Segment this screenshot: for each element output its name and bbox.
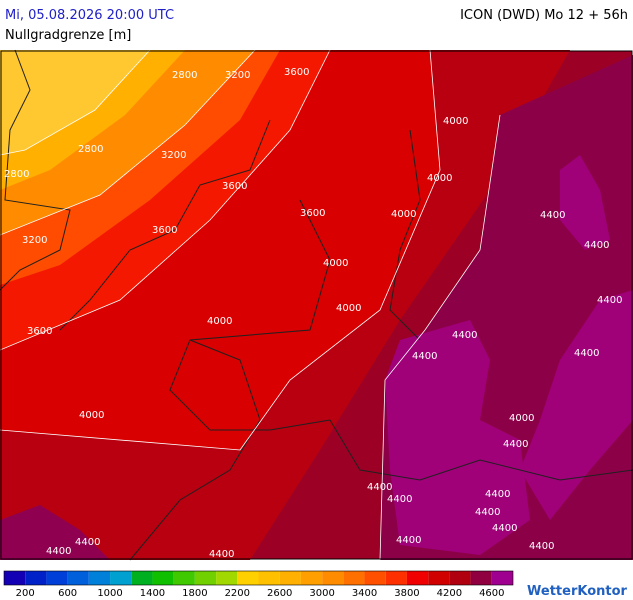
colorbar-label: 3000 xyxy=(309,588,334,599)
colorbar-swatch xyxy=(110,571,132,585)
colorbar-swatch xyxy=(258,571,280,585)
contour-label: 4000 xyxy=(207,316,232,327)
logo: WetterKontor xyxy=(527,584,628,599)
colorbar-swatch xyxy=(385,571,407,585)
contour-label: 4400 xyxy=(574,348,599,359)
colorbar-label: 1800 xyxy=(182,588,207,599)
contour-label: 2800 xyxy=(172,70,197,81)
contour-label: 4400 xyxy=(209,549,234,560)
colorbar-swatch xyxy=(322,571,344,585)
colorbar-swatch xyxy=(88,571,111,585)
contour-label: 4000 xyxy=(79,410,104,421)
parameter: Nullgradgrenze [m] xyxy=(5,28,131,43)
contour-label: 4000 xyxy=(391,209,416,220)
colorbar-label: 1000 xyxy=(97,588,122,599)
colorbar-frame xyxy=(3,570,514,586)
contour-label: 3600 xyxy=(300,208,325,219)
colorbar-swatch xyxy=(364,571,386,585)
contour-label: 4400 xyxy=(540,210,565,221)
contour-label: 4400 xyxy=(503,439,528,450)
contour-label: 3200 xyxy=(161,150,186,161)
colorbar: 200 600 1000 1400 1800 2200 2600 3000 3400 3800 42… xyxy=(3,570,514,599)
colorbar-swatch xyxy=(152,571,174,585)
contour-label: 4400 xyxy=(412,351,437,362)
colorbar-label: 4600 xyxy=(479,588,504,599)
colorbar-swatch xyxy=(300,571,323,585)
colorbar-label: 2200 xyxy=(225,588,250,599)
colorbar-label: 3400 xyxy=(352,588,377,599)
zone xyxy=(0,505,110,560)
contour-label: 4400 xyxy=(475,507,500,518)
colorbar-swatch xyxy=(46,571,68,585)
colorbar-swatch xyxy=(173,571,195,585)
contour-label: 3200 xyxy=(22,235,47,246)
contour-label: 3600 xyxy=(222,181,247,192)
contour-label: 4400 xyxy=(387,494,412,505)
colorbar-label: 200 xyxy=(16,588,35,599)
zone xyxy=(560,155,610,250)
map xyxy=(0,49,633,561)
colorbar-label: 4200 xyxy=(437,588,462,599)
zone xyxy=(520,290,633,520)
colorbar-swatch xyxy=(131,571,153,585)
contour-labels: 2800 3200 3600 2800 3200 2800 3600 3200 … xyxy=(4,67,622,560)
colorbar-swatch xyxy=(491,571,513,585)
colorbar-swatch xyxy=(428,571,450,585)
contour-label: 4400 xyxy=(367,482,392,493)
contour-label: 3200 xyxy=(225,70,250,81)
colorbar-label: 600 xyxy=(58,588,77,599)
contours xyxy=(0,49,501,561)
contour-label: 3600 xyxy=(284,67,309,78)
contour-label: 4400 xyxy=(597,295,622,306)
contour-label: 3600 xyxy=(152,225,177,236)
contour-label: 4400 xyxy=(485,489,510,500)
colorbar-label: 3800 xyxy=(394,588,419,599)
contour-label: 4000 xyxy=(509,413,534,424)
colorbar-swatch xyxy=(194,571,217,585)
colorbar-swatch xyxy=(216,571,238,585)
borders xyxy=(0,49,633,561)
colorbar-swatch xyxy=(279,571,301,585)
colorbar-swatch xyxy=(449,571,471,585)
map-frame xyxy=(0,50,633,560)
contour-label: 2800 xyxy=(78,144,103,155)
datetime: Mi, 05.08.2026 20:00 UTC xyxy=(5,8,174,23)
contour-label: 4000 xyxy=(427,173,452,184)
model-run: ICON (DWD) Mo 12 + 56h xyxy=(460,8,628,23)
colorbar-swatch xyxy=(237,571,259,585)
zone xyxy=(0,50,150,155)
contour-label: 4000 xyxy=(323,258,348,269)
colorbar-label: 2600 xyxy=(267,588,292,599)
contour-label: 4400 xyxy=(46,546,71,557)
contour-label: 4400 xyxy=(396,535,421,546)
contour-label: 4000 xyxy=(336,303,361,314)
contour-label: 4400 xyxy=(452,330,477,341)
contour-label: 2800 xyxy=(4,169,29,180)
contour-label: 4400 xyxy=(584,240,609,251)
colorbar-swatch xyxy=(67,571,89,585)
zone xyxy=(385,320,530,555)
colorbar-swatch xyxy=(406,571,429,585)
colorbar-label: 1400 xyxy=(140,588,165,599)
contour-label: 4400 xyxy=(492,523,517,534)
contour-label: 4400 xyxy=(75,537,100,548)
colorbar-swatch xyxy=(343,571,365,585)
contour-label: 4000 xyxy=(443,116,468,127)
contour-label: 4400 xyxy=(529,541,554,552)
colorbar-swatch xyxy=(470,571,492,585)
contour-label: 3600 xyxy=(27,326,52,337)
colorbar-swatch xyxy=(25,571,47,585)
colorbar-swatch xyxy=(4,571,26,585)
